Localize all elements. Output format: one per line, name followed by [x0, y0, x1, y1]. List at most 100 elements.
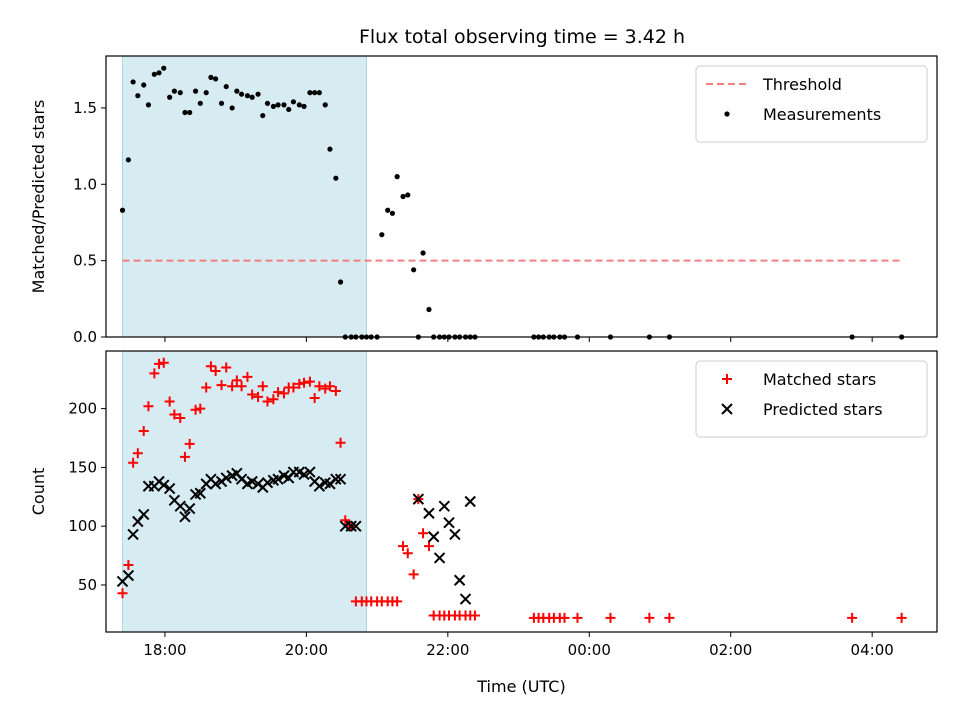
data-point [218, 100, 225, 106]
data-point [334, 473, 347, 485]
data-point [247, 389, 258, 400]
data-point [234, 88, 240, 94]
data-point [273, 387, 284, 398]
data-point [392, 596, 403, 607]
legend-label: Threshold [762, 75, 842, 94]
data-point [307, 90, 313, 96]
data-point [314, 381, 325, 392]
data-point [246, 475, 258, 488]
data-point [179, 451, 190, 462]
chart-title: Flux total observing time = 3.42 h [359, 26, 685, 48]
data-point [236, 381, 247, 392]
data-point [260, 112, 266, 119]
data-point [324, 381, 335, 392]
data-point [223, 83, 229, 90]
data-point [197, 100, 203, 106]
data-point [847, 612, 858, 623]
data-point [427, 531, 440, 543]
data-point [449, 528, 461, 541]
data-point [242, 371, 253, 382]
data-point [187, 109, 193, 116]
data-point [327, 146, 333, 152]
data-point [175, 413, 186, 424]
data-point [253, 391, 264, 402]
data-point [221, 362, 232, 373]
data-point [190, 404, 201, 415]
data-point [179, 511, 191, 523]
bottom-panel-counts: 50 100 150 200 18:00 20:00 22:00 00:00 02:00 04:0… [29, 350, 938, 696]
data-point [135, 93, 141, 99]
data-point [420, 250, 426, 256]
data-point [183, 502, 196, 515]
data-point [453, 574, 466, 586]
data-point [423, 507, 435, 519]
data-point [312, 90, 318, 96]
data-point [402, 548, 413, 559]
x-tick-label: 18:00 [143, 641, 186, 659]
data-point [156, 70, 162, 76]
data-point [572, 612, 583, 623]
data-point [330, 473, 342, 485]
data-point [143, 401, 154, 412]
data-point [286, 106, 292, 113]
legend-label: Measurements [763, 105, 881, 124]
data-point [169, 409, 180, 420]
data-point [464, 495, 476, 508]
data-point [345, 520, 357, 532]
data-point [231, 375, 242, 386]
y-tick-label: 0.5 [73, 252, 97, 270]
data-point [249, 94, 255, 100]
data-point [174, 500, 186, 512]
x-tick-label: 04:00 [851, 641, 894, 659]
y-tick-label: 200 [68, 400, 97, 418]
data-point [288, 382, 299, 393]
x-tick-label: 22:00 [426, 641, 469, 659]
data-point [333, 175, 339, 181]
data-point [418, 528, 429, 539]
data-point [721, 403, 733, 415]
data-point [210, 365, 221, 376]
data-point [426, 306, 432, 313]
data-point [411, 267, 417, 273]
observing-interval [122, 55, 367, 338]
data-point [313, 480, 326, 492]
data-point [337, 279, 344, 285]
data-point [125, 157, 131, 163]
data-point [335, 437, 346, 448]
data-point [664, 612, 675, 623]
data-point [405, 192, 411, 198]
y-tick-label: 100 [68, 517, 97, 535]
data-point [281, 102, 287, 108]
data-point [644, 612, 655, 623]
data-point [138, 425, 149, 436]
data-point [122, 569, 135, 582]
legend-label: Predicted stars [763, 400, 883, 419]
x-tick-label: 20:00 [285, 641, 328, 659]
y-axis-label: Matched/Predicted stars [29, 100, 48, 294]
series-matched-stars [117, 357, 907, 623]
data-point [350, 520, 362, 532]
data-point [244, 93, 251, 99]
data-point [316, 90, 322, 96]
data-point [262, 396, 273, 407]
data-point [261, 476, 274, 489]
data-point [195, 403, 206, 414]
data-point [896, 612, 907, 623]
data-point [213, 76, 219, 82]
data-point [385, 207, 391, 213]
data-point [724, 111, 730, 117]
x-tick-label: 00:00 [568, 641, 611, 659]
data-point [145, 102, 152, 108]
data-point [304, 466, 316, 478]
data-point [182, 109, 188, 116]
data-point [605, 612, 616, 623]
data-point [154, 358, 165, 369]
data-point [270, 103, 276, 109]
data-point [255, 91, 261, 97]
data-point [330, 385, 341, 396]
data-point [290, 99, 297, 105]
y-tick-label: 150 [68, 458, 97, 476]
legend-box [695, 360, 928, 438]
data-point [194, 487, 207, 499]
